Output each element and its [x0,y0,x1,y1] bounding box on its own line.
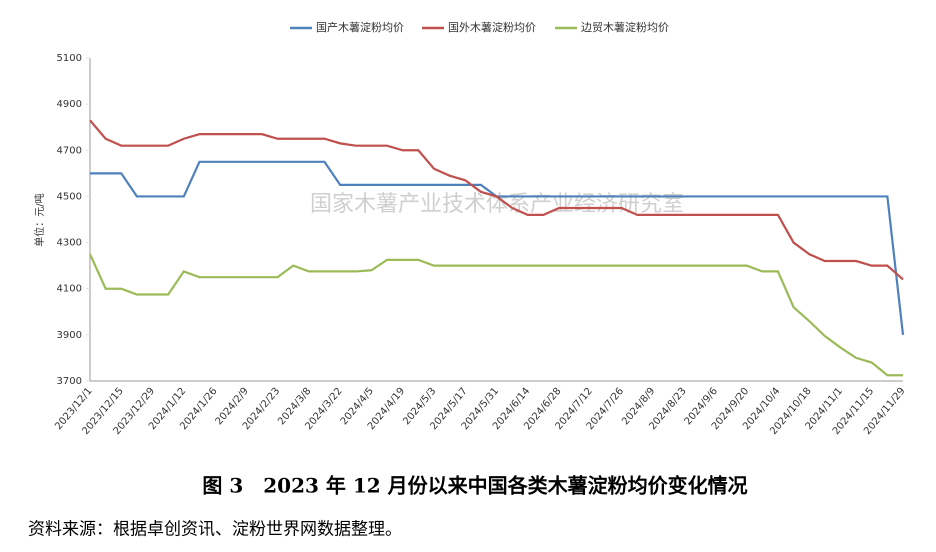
y-tick-label: 3700 [57,376,82,387]
source: 资料来源：根据卓创资讯、淀粉世界网数据整理。 [28,520,402,540]
y-tick-label: 5100 [57,53,82,64]
series-line [90,160,905,335]
series-line [88,253,903,377]
y-tick-label: 4300 [57,238,82,249]
y-tick-label: 4100 [57,284,82,295]
caption: 图 3 2023 年 12 月份以来中国各类木薯淀粉均价变化情况 [202,474,747,498]
series-line [89,119,904,281]
y-axis-label: 单位：元/吨 [33,193,46,246]
y-tick-label: 3900 [57,330,82,341]
legend-label: 国外木薯淀粉均价 [448,20,536,34]
y-tick-label: 4900 [57,99,82,110]
y-tick-label: 4700 [57,145,82,156]
legend-label: 边贸木薯淀粉均价 [581,20,669,34]
legend-label: 国产木薯淀粉均价 [316,20,404,34]
y-tick-label: 4500 [57,191,82,202]
